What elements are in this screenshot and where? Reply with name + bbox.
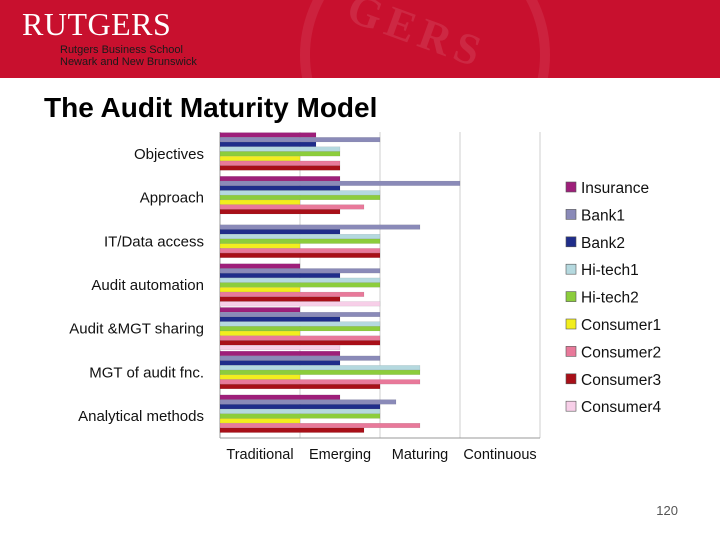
bar: [219, 199, 301, 205]
bar: [219, 291, 365, 297]
bar: [219, 146, 341, 152]
bar: [219, 156, 301, 162]
bar: [219, 151, 341, 157]
bar: [219, 423, 421, 429]
legend-entry: Bank1: [581, 207, 625, 224]
legend-entry: Consumer3: [581, 372, 661, 389]
bar: [219, 296, 341, 302]
legend-swatch: [565, 373, 577, 385]
bar: [219, 374, 301, 380]
legend-swatch: [565, 236, 577, 248]
bar: [219, 137, 381, 143]
page-number: 120: [656, 503, 678, 518]
bar: [219, 350, 341, 356]
x-tick-label: Maturing: [392, 447, 448, 463]
bar: [219, 413, 381, 419]
category-label: Approach: [140, 190, 204, 207]
bar: [219, 408, 381, 414]
bar: [219, 330, 301, 336]
school-campus: Newark and New Brunswick: [60, 56, 197, 68]
bar: [219, 316, 341, 322]
bar: [219, 160, 341, 166]
legend-swatch: [565, 346, 577, 357]
bar: [219, 176, 341, 182]
bar: [219, 345, 341, 351]
category-label: Audit &MGT sharing: [69, 321, 204, 338]
bar: [219, 311, 381, 317]
seal-watermark: [300, 0, 550, 78]
brand-logo: RUTGERS: [22, 6, 172, 42]
legend-entry: Consumer2: [581, 344, 661, 361]
bar: [219, 404, 381, 410]
bar: [219, 238, 381, 244]
bar: [219, 195, 381, 201]
bar: [219, 394, 341, 400]
bar: [219, 282, 381, 288]
bar: [219, 418, 301, 424]
slide-title: The Audit Maturity Model: [44, 92, 378, 123]
x-tick-label: Traditional: [226, 447, 293, 463]
category-label: Objectives: [134, 146, 204, 163]
bar: [219, 132, 317, 138]
bar: [219, 268, 381, 274]
bar: [219, 229, 341, 235]
bar: [219, 287, 301, 293]
legend-swatch: [565, 181, 577, 193]
category-label: Analytical methods: [78, 408, 204, 425]
category-label: Audit automation: [91, 277, 204, 294]
school-name: Rutgers Business School: [60, 44, 183, 56]
bar: [219, 209, 341, 215]
bar: [219, 307, 301, 313]
bar: [219, 141, 317, 147]
legend-swatch: [565, 400, 577, 412]
bar: [219, 185, 341, 191]
legend-swatch: [565, 209, 577, 220]
bar: [219, 301, 381, 307]
x-tick-label: Emerging: [309, 447, 371, 463]
legend-entry: Hi-tech1: [581, 262, 639, 279]
header-banner: GERS RUTGERS Rutgers Business School New…: [0, 0, 720, 78]
bar: [219, 234, 381, 240]
bar: [219, 427, 365, 433]
bar: [219, 399, 397, 405]
bar: [219, 340, 381, 346]
bar: [219, 190, 381, 196]
bar: [219, 335, 381, 341]
bar: [219, 248, 381, 254]
legend-swatch: [565, 318, 577, 330]
bar: [219, 326, 381, 332]
bar: [219, 243, 301, 249]
bar: [219, 365, 421, 371]
category-label: MGT of audit fnc.: [89, 364, 204, 381]
legend-entry: Consumer4: [581, 399, 661, 416]
bar: [219, 369, 421, 375]
bar: [219, 204, 365, 210]
bar: [219, 273, 341, 279]
bar: [219, 360, 341, 366]
legend-swatch: [565, 291, 577, 302]
bar: [219, 355, 381, 361]
bar: [219, 224, 421, 230]
legend-swatch: [565, 263, 577, 275]
bar: [219, 379, 421, 385]
bar: [219, 263, 301, 269]
category-label: IT/Data access: [104, 233, 204, 250]
legend-entry: Bank2: [581, 235, 625, 252]
bar: [219, 321, 381, 327]
bar: [219, 277, 381, 283]
bar: [219, 165, 341, 171]
x-tick-label: Continuous: [463, 447, 536, 463]
legend-entry: Insurance: [581, 180, 649, 197]
bar: [219, 180, 461, 186]
bar: [219, 252, 381, 258]
bar: [219, 384, 381, 390]
legend-entry: Hi-tech2: [581, 290, 639, 307]
legend-entry: Consumer1: [581, 317, 661, 334]
